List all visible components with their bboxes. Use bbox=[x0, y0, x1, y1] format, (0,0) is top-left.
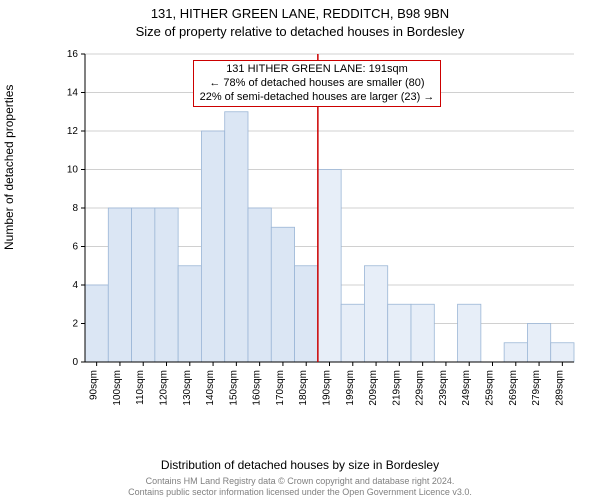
histogram-bar bbox=[108, 208, 131, 362]
x-tick-label: 199sqm bbox=[345, 370, 356, 406]
histogram-bar bbox=[364, 266, 387, 362]
histogram-bar bbox=[132, 208, 155, 362]
x-tick-label: 190sqm bbox=[322, 370, 333, 406]
x-tick-label: 130sqm bbox=[182, 370, 193, 406]
x-tick-label: 279sqm bbox=[531, 370, 542, 406]
histogram-bar bbox=[458, 304, 481, 362]
annotation-line1: 131 HITHER GREEN LANE: 191sqm bbox=[200, 63, 435, 77]
y-axis-label: Number of detached properties bbox=[2, 85, 16, 250]
y-tick-label: 6 bbox=[72, 242, 78, 253]
y-tick-label: 0 bbox=[72, 357, 78, 368]
x-tick-label: 170sqm bbox=[275, 370, 286, 406]
histogram-bar bbox=[295, 266, 318, 362]
x-tick-label: 120sqm bbox=[159, 370, 170, 406]
x-tick-label: 219sqm bbox=[391, 370, 402, 406]
y-tick-label: 16 bbox=[67, 49, 79, 60]
histogram-bar bbox=[225, 112, 248, 362]
x-tick-label: 150sqm bbox=[228, 370, 239, 406]
x-tick-label: 100sqm bbox=[112, 370, 123, 406]
histogram-bar bbox=[551, 343, 574, 362]
x-tick-label: 289sqm bbox=[554, 370, 565, 406]
x-tick-label: 259sqm bbox=[485, 370, 496, 406]
attribution-footer: Contains HM Land Registry data © Crown c… bbox=[0, 476, 600, 498]
y-tick-label: 2 bbox=[72, 319, 78, 330]
histogram-bar bbox=[85, 285, 108, 362]
histogram-bar bbox=[411, 304, 434, 362]
y-tick-label: 10 bbox=[67, 165, 79, 176]
x-tick-label: 90sqm bbox=[89, 370, 100, 400]
histogram-bar bbox=[155, 208, 178, 362]
x-tick-label: 110sqm bbox=[135, 370, 146, 405]
x-axis-label: Distribution of detached houses by size … bbox=[0, 458, 600, 472]
histogram-bar bbox=[504, 343, 527, 362]
annotation-line2: ← 78% of detached houses are smaller (80… bbox=[200, 77, 435, 91]
x-tick-label: 180sqm bbox=[298, 370, 309, 406]
y-tick-label: 4 bbox=[72, 280, 78, 291]
x-tick-label: 160sqm bbox=[252, 370, 263, 406]
x-tick-label: 209sqm bbox=[368, 370, 379, 406]
x-tick-label: 249sqm bbox=[461, 370, 472, 406]
x-tick-label: 140sqm bbox=[205, 370, 216, 406]
histogram-bar bbox=[388, 304, 411, 362]
footer-line1: Contains HM Land Registry data © Crown c… bbox=[0, 476, 600, 487]
footer-line2: Contains public sector information licen… bbox=[0, 487, 600, 498]
histogram-bar bbox=[341, 304, 364, 362]
histogram-bar bbox=[527, 324, 550, 363]
x-tick-label: 229sqm bbox=[415, 370, 426, 406]
y-tick-label: 8 bbox=[72, 203, 78, 214]
x-tick-label: 239sqm bbox=[438, 370, 449, 406]
histogram-bar bbox=[271, 227, 294, 362]
x-tick-label: 269sqm bbox=[508, 370, 519, 406]
y-tick-label: 12 bbox=[67, 126, 79, 137]
chart-title-subtitle: Size of property relative to detached ho… bbox=[0, 24, 600, 39]
annotation-line3: 22% of semi-detached houses are larger (… bbox=[200, 91, 435, 105]
histogram-bar bbox=[178, 266, 201, 362]
histogram-bar bbox=[318, 170, 341, 363]
chart-title-address: 131, HITHER GREEN LANE, REDDITCH, B98 9B… bbox=[0, 6, 600, 21]
annotation-box: 131 HITHER GREEN LANE: 191sqm ← 78% of d… bbox=[193, 60, 442, 107]
histogram-bar bbox=[248, 208, 271, 362]
histogram-bar bbox=[201, 131, 224, 362]
y-tick-label: 14 bbox=[67, 88, 79, 99]
